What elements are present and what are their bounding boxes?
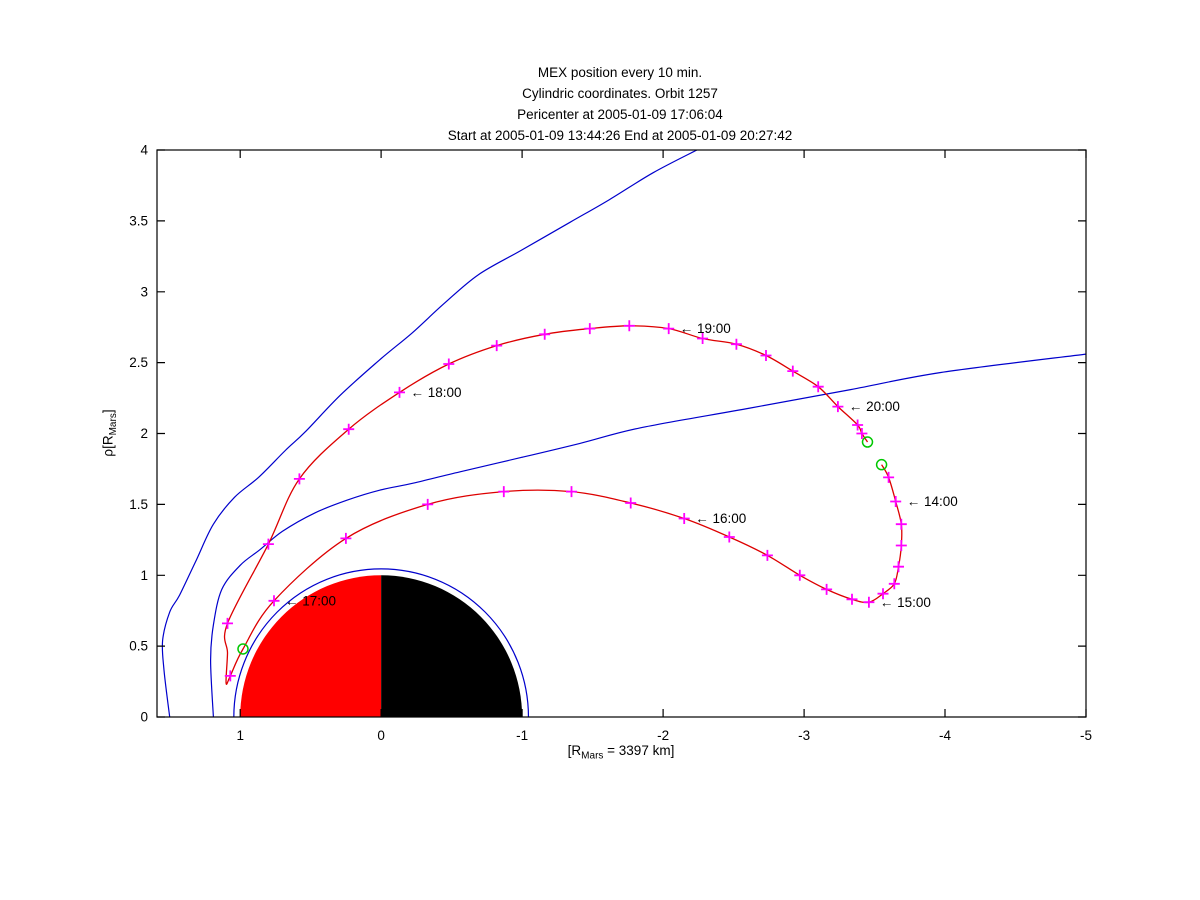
- axis-tick-marks: [157, 149, 1087, 718]
- bow-shock-curve: [161, 150, 698, 717]
- time-annotation-1500: ← 15:00: [880, 595, 931, 610]
- y-tick-label-1: 1: [140, 568, 148, 583]
- x-tick-label--4: -4: [939, 728, 951, 743]
- y-tick-label-3.5: 3.5: [129, 213, 148, 228]
- time-annotation-1800: ← 18:00: [411, 385, 462, 400]
- y-axis-label-close: ]: [100, 409, 116, 414]
- chart-title: MEX position every 10 min. Cylindric coo…: [20, 62, 1200, 146]
- x-tick-label-0: 0: [377, 728, 385, 743]
- position-plus-markers: [222, 320, 907, 682]
- title-line-2: Cylindric coordinates. Orbit 1257: [522, 86, 718, 101]
- x-axis-label-close: = 3397 km]: [603, 743, 675, 758]
- x-tick-label--3: -3: [798, 728, 810, 743]
- time-annotation-2000: ← 20:00: [849, 399, 900, 414]
- mars-nightside: [381, 575, 523, 717]
- time-annotation-1600: ← 16:00: [695, 511, 746, 526]
- y-tick-label-3: 3: [140, 284, 148, 299]
- pericenter-marker: [237, 643, 249, 655]
- y-tick-label-4: 4: [140, 143, 148, 158]
- y-tick-label-2: 2: [140, 426, 148, 441]
- x-tick-label--5: -5: [1080, 728, 1092, 743]
- title-line-1: MEX position every 10 min.: [537, 65, 703, 80]
- title-line-3: Pericenter at 2005-01-09 17:06:04: [517, 107, 723, 122]
- y-tick-label-2.5: 2.5: [129, 355, 148, 370]
- y-tick-label-1.5: 1.5: [129, 497, 148, 512]
- plot-content: [161, 150, 1086, 717]
- time-annotation-1900: ← 19:00: [680, 321, 731, 336]
- time-annotation-1700: ← 17:00: [285, 593, 336, 608]
- x-axis-label-text: [R: [567, 743, 582, 758]
- x-axis-label: [RMars = 3397 km]: [21, 743, 1200, 761]
- y-tick-label-0.5: 0.5: [129, 639, 148, 654]
- y-axis-label-text: ρ[R: [100, 435, 116, 457]
- mars-halo-circle: [233, 568, 530, 717]
- magnetopause-curve: [209, 353, 1086, 717]
- mars-dayside: [240, 575, 382, 717]
- orbit-end-marker: [861, 436, 874, 448]
- y-tick-label-0: 0: [140, 710, 148, 725]
- orbit-start-marker: [875, 458, 888, 471]
- y-axis-label-subscript: Mars: [108, 413, 120, 436]
- x-tick-label-1: 1: [236, 728, 244, 743]
- x-axis-label-subscript: Mars: [581, 750, 604, 762]
- y-axis-label: ρ[RMars]: [100, 409, 120, 457]
- x-tick-label--1: -1: [516, 728, 528, 743]
- time-annotation-1400: ← 14:00: [907, 494, 958, 509]
- title-line-4: Start at 2005-01-09 13:44:26 End at 2005…: [447, 128, 793, 143]
- x-tick-label--2: -2: [657, 728, 669, 743]
